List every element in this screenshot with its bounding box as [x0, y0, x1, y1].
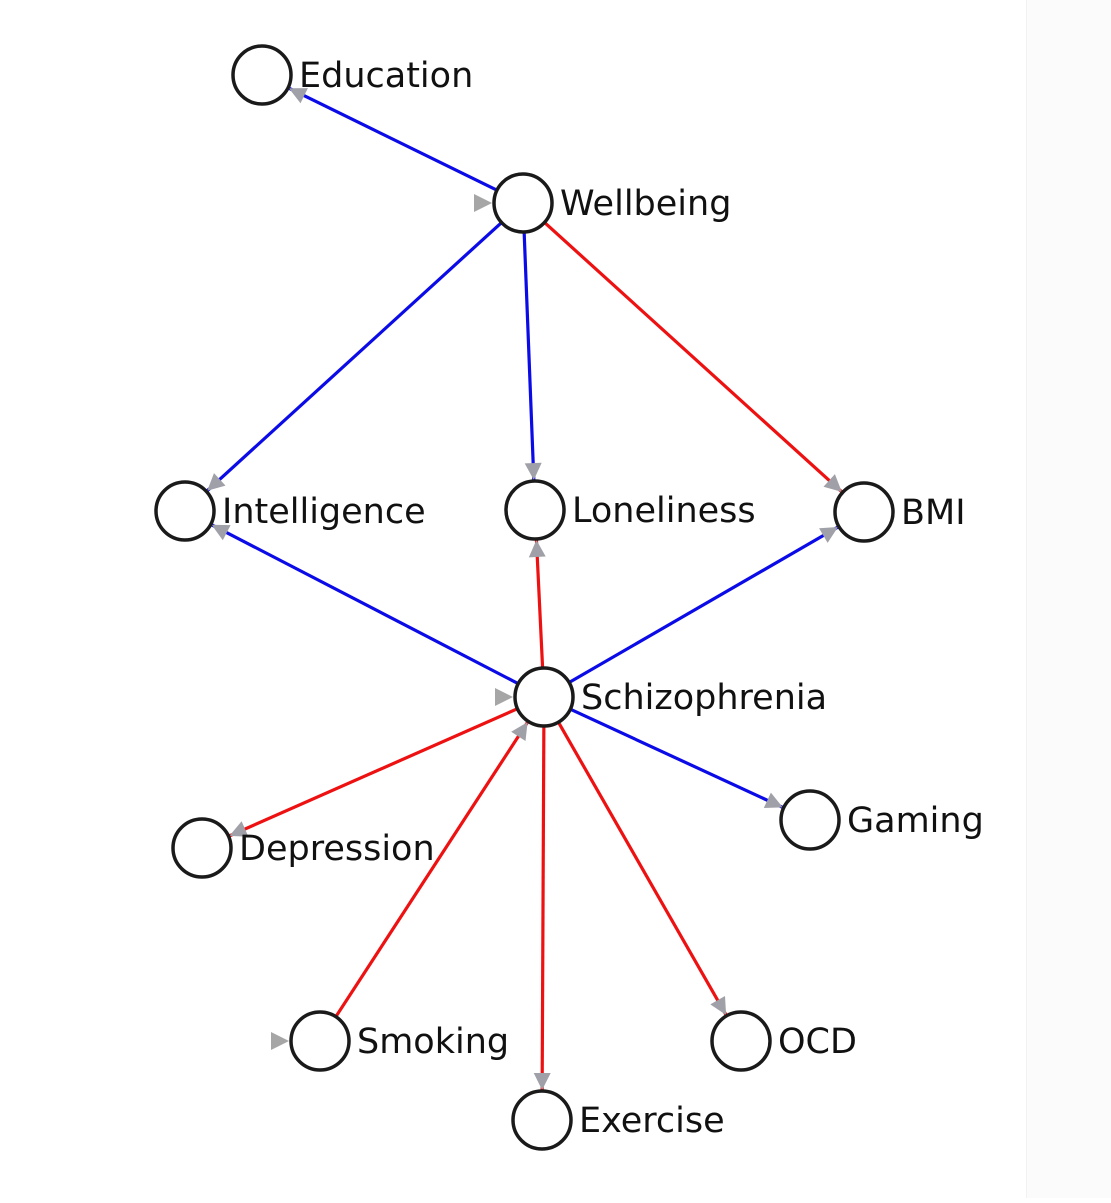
node-education[interactable]: Education — [231, 44, 473, 106]
edge-schizophrenia-to-gaming — [569, 707, 784, 809]
node-depression[interactable]: Depression — [171, 817, 435, 879]
node-loneliness[interactable]: Loneliness — [504, 479, 756, 541]
node-schizophrenia[interactable]: Schizophrenia — [513, 666, 827, 728]
node-label-wellbeing: Wellbeing — [560, 184, 731, 224]
arrowhead-loneliness-from-schizophrenia — [528, 540, 546, 558]
node-ocd[interactable]: OCD — [710, 1010, 857, 1072]
arrowhead-depression-from-schizophrenia — [229, 821, 249, 837]
arrowhead-bmi-from-wellbeing — [823, 474, 842, 492]
node-label-education: Education — [299, 56, 473, 96]
input-marker-wellbeing — [474, 194, 492, 212]
arrowhead-intelligence-from-wellbeing — [207, 473, 226, 491]
node-circle-depression[interactable] — [171, 817, 233, 879]
causal-network-graph: Education Wellbeing Intelligence Loneliness… — [154, 44, 984, 1151]
node-circle-loneliness[interactable] — [504, 479, 566, 541]
node-circle-wellbeing[interactable] — [492, 172, 554, 234]
node-label-schizophrenia: Schizophrenia — [581, 678, 827, 718]
node-circle-smoking[interactable] — [289, 1010, 351, 1072]
node-circle-exercise[interactable] — [511, 1089, 573, 1151]
edge-schizophrenia-to-intelligence — [210, 523, 519, 686]
arrowhead-exercise-from-schizophrenia — [533, 1073, 551, 1090]
edge-wellbeing-to-loneliness — [522, 231, 536, 481]
input-marker-smoking — [271, 1032, 289, 1050]
node-bmi[interactable]: BMI — [833, 481, 966, 543]
node-circle-bmi[interactable] — [833, 481, 895, 543]
node-label-exercise: Exercise — [579, 1101, 725, 1141]
node-circle-schizophrenia[interactable] — [513, 666, 575, 728]
node-circle-education[interactable] — [231, 44, 293, 106]
edge-wellbeing-to-bmi — [543, 221, 843, 494]
node-label-bmi: BMI — [901, 493, 966, 533]
node-exercise[interactable]: Exercise — [511, 1089, 725, 1151]
arrowhead-bmi-from-schizophrenia — [819, 527, 838, 543]
input-marker-schizophrenia — [495, 688, 513, 706]
edge-schizophrenia-to-ocd — [557, 721, 728, 1016]
node-circle-gaming[interactable] — [779, 789, 841, 851]
edge-schizophrenia-to-bmi — [568, 525, 839, 684]
arrowhead-intelligence-from-schizophrenia — [211, 524, 231, 541]
node-wellbeing[interactable]: Wellbeing — [492, 172, 731, 234]
node-label-intelligence: Intelligence — [222, 492, 426, 532]
node-smoking[interactable]: Smoking — [289, 1010, 509, 1072]
node-label-smoking: Smoking — [357, 1022, 509, 1062]
node-intelligence[interactable]: Intelligence — [154, 480, 426, 542]
node-label-depression: Depression — [239, 829, 435, 869]
node-circle-intelligence[interactable] — [154, 480, 216, 542]
edge-schizophrenia-to-depression — [228, 707, 519, 838]
edge-schizophrenia-to-loneliness — [534, 539, 545, 669]
node-label-loneliness: Loneliness — [572, 491, 756, 531]
node-circle-ocd[interactable] — [710, 1010, 772, 1072]
edge-wellbeing-to-education — [288, 86, 498, 192]
arrowhead-loneliness-from-wellbeing — [524, 462, 542, 480]
arrowhead-schizophrenia-from-smoking — [511, 722, 528, 741]
arrowhead-gaming-from-schizophrenia — [763, 792, 783, 808]
edge-schizophrenia-to-exercise — [540, 725, 546, 1091]
node-gaming[interactable]: Gaming — [779, 789, 984, 851]
side-panel-strip — [1026, 0, 1111, 1198]
node-label-ocd: OCD — [778, 1022, 857, 1062]
node-label-gaming: Gaming — [847, 801, 984, 841]
edge-smoking-to-schizophrenia — [334, 721, 529, 1018]
arrowhead-ocd-from-schizophrenia — [710, 996, 727, 1015]
arrowhead-education-from-wellbeing — [288, 88, 308, 104]
edge-wellbeing-to-intelligence — [206, 221, 503, 492]
